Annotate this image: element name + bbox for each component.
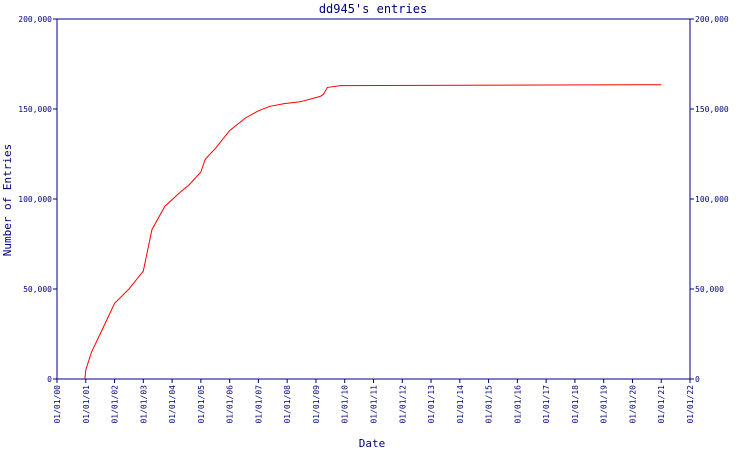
y-tick-label: 200,000 [18, 15, 52, 24]
x-tick-label: 01/01/20 [628, 385, 637, 424]
y-axis-label: Number of Entries [1, 144, 14, 257]
line-series [84, 84, 662, 380]
x-tick-label: 01/01/05 [197, 385, 206, 424]
x-tick-label: 01/01/13 [427, 385, 436, 424]
y-tick-label: 150,000 [18, 105, 52, 114]
x-tick-label: 01/01/11 [370, 385, 379, 424]
y2-tick-label: 100,000 [695, 195, 729, 204]
x-tick-label: 01/01/15 [485, 385, 494, 424]
y2-tick-label: 150,000 [695, 105, 729, 114]
y2-tick-label: 0 [695, 375, 700, 384]
x-axis-label: Date [359, 437, 386, 450]
y-tick-label: 100,000 [18, 195, 52, 204]
x-tick-label: 01/01/09 [312, 385, 321, 424]
x-tick-label: 01/01/04 [168, 385, 177, 424]
x-tick-label: 01/01/07 [254, 385, 263, 424]
y-tick-label: 50,000 [23, 285, 52, 294]
x-tick-label: 01/01/22 [686, 385, 695, 424]
x-tick-label: 01/01/21 [657, 385, 666, 424]
x-tick-label: 01/01/01 [82, 385, 91, 424]
x-tick-label: 01/01/10 [341, 385, 350, 424]
chart-title: dd945's entries [319, 2, 427, 16]
x-tick-label: 01/01/17 [542, 385, 551, 424]
y2-tick-label: 200,000 [695, 15, 729, 24]
x-tick-label: 01/01/00 [53, 385, 62, 424]
x-tick-label: 01/01/08 [283, 385, 292, 424]
plot-frame [56, 18, 691, 380]
x-tick-label: 01/01/03 [139, 385, 148, 424]
x-tick-label: 01/01/16 [513, 385, 522, 424]
y2-tick-label: 50,000 [695, 285, 724, 294]
x-tick-label: 01/01/19 [600, 385, 609, 424]
x-tick-label: 01/01/02 [111, 385, 120, 424]
x-tick-label: 01/01/18 [571, 385, 580, 424]
y-tick-label: 0 [47, 375, 52, 384]
x-tick-label: 01/01/14 [456, 385, 465, 424]
x-tick-label: 01/01/12 [398, 385, 407, 424]
x-tick-label: 01/01/06 [226, 385, 235, 424]
